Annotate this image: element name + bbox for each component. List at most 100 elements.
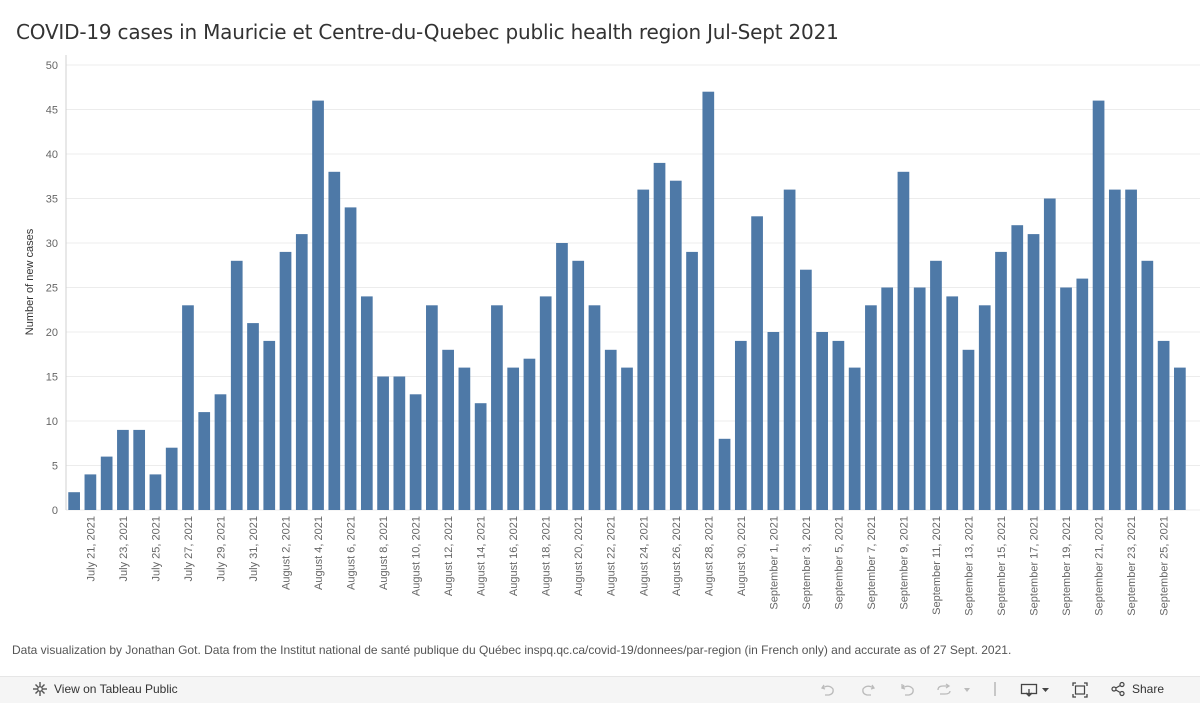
bar[interactable]: August 28, 2021: 47 [702, 91, 715, 510]
bar[interactable]: July 24, 2021: 9 [133, 429, 146, 510]
x-tick-label: August 14, 2021 [476, 516, 488, 596]
bar[interactable]: August 26, 2021: 37 [669, 180, 682, 510]
bar[interactable]: September 17, 2021: 31 [1027, 234, 1040, 510]
bar[interactable]: September 26, 2021: 16 [1174, 367, 1186, 510]
bar[interactable]: July 31, 2021: 21 [247, 323, 259, 510]
redo-icon[interactable] [860, 682, 876, 698]
bar[interactable]: July 30, 2021: 28 [230, 260, 243, 510]
bar[interactable]: August 2, 2021: 29 [279, 251, 292, 510]
x-tick-label: July 21, 2021 [85, 516, 97, 581]
bar[interactable]: September 20, 2021: 26 [1076, 278, 1089, 510]
x-tick-label: September 25, 2021 [1159, 516, 1171, 616]
bar[interactable]: August 31, 2021: 33 [751, 216, 763, 511]
bar[interactable]: September 3, 2021: 27 [800, 269, 812, 510]
bar[interactable]: August 1, 2021: 19 [263, 340, 276, 510]
bar[interactable]: July 26, 2021: 7 [165, 447, 178, 510]
x-tick-label: August 22, 2021 [606, 516, 618, 596]
bar[interactable]: July 28, 2021: 11 [198, 412, 211, 510]
bar[interactable]: August 15, 2021: 23 [491, 305, 503, 510]
share-button[interactable]: Share [1110, 681, 1164, 697]
x-tick-label: September 3, 2021 [801, 516, 813, 610]
bar[interactable]: August 13, 2021: 16 [458, 367, 471, 510]
x-tick-label: August 26, 2021 [671, 516, 683, 596]
bar[interactable]: July 27, 2021: 23 [182, 305, 194, 510]
bar[interactable]: August 8, 2021: 15 [377, 376, 389, 511]
pause-updates-icon[interactable] [936, 682, 972, 698]
bar[interactable]: September 9, 2021: 38 [897, 171, 910, 511]
bar[interactable]: September 10, 2021: 25 [913, 287, 926, 511]
x-tick-label: July 27, 2021 [183, 516, 195, 581]
bar[interactable]: August 25, 2021: 39 [653, 162, 666, 510]
bar[interactable]: August 21, 2021: 23 [588, 305, 601, 510]
bar[interactable]: September 5, 2021: 19 [832, 340, 845, 510]
bar[interactable]: August 14, 2021: 12 [474, 403, 487, 510]
bar[interactable]: September 11, 2021: 28 [930, 260, 942, 510]
tableau-logo-icon [32, 681, 48, 697]
bar[interactable]: August 5, 2021: 38 [328, 171, 341, 511]
bar[interactable]: August 24, 2021: 36 [637, 189, 650, 510]
bar[interactable]: July 25, 2021: 4 [149, 474, 162, 510]
bar[interactable]: August 6, 2021: 34 [344, 207, 357, 510]
bar[interactable]: September 1, 2021: 20 [767, 332, 780, 510]
bar[interactable]: August 17, 2021: 17 [523, 358, 536, 510]
view-on-tableau-public-link[interactable]: View on Tableau Public [32, 681, 178, 697]
bar[interactable]: August 19, 2021: 30 [556, 243, 568, 510]
bar[interactable]: September 19, 2021: 25 [1060, 287, 1072, 511]
bar[interactable]: September 13, 2021: 18 [962, 349, 975, 510]
bar[interactable]: September 4, 2021: 20 [816, 332, 828, 510]
bar[interactable]: August 10, 2021: 13 [409, 394, 422, 510]
x-tick-label: August 10, 2021 [411, 516, 423, 596]
bar[interactable]: September 2, 2021: 36 [783, 189, 796, 510]
download-icon[interactable] [1020, 682, 1052, 698]
y-tick-label: 40 [46, 149, 58, 161]
bar[interactable]: August 18, 2021: 24 [539, 296, 552, 510]
x-tick-label: August 24, 2021 [638, 516, 650, 596]
bar[interactable]: September 24, 2021: 28 [1141, 260, 1154, 510]
x-tick-label: August 16, 2021 [508, 516, 520, 596]
bar[interactable]: August 30, 2021: 19 [734, 340, 747, 510]
bar[interactable]: August 7, 2021: 24 [360, 296, 373, 510]
bar[interactable]: September 7, 2021: 23 [865, 305, 877, 510]
bar[interactable]: August 16, 2021: 16 [507, 367, 520, 510]
bar[interactable]: September 16, 2021: 32 [1011, 225, 1024, 510]
bar[interactable]: August 12, 2021: 18 [442, 349, 454, 510]
x-tick-label: August 8, 2021 [378, 516, 390, 590]
bar[interactable]: August 27, 2021: 29 [686, 251, 698, 510]
bar[interactable]: September 14, 2021: 23 [978, 305, 991, 510]
bar[interactable]: September 15, 2021: 29 [995, 251, 1007, 510]
bar[interactable]: July 20, 2021: 2 [68, 492, 80, 510]
bar[interactable]: August 11, 2021: 23 [426, 305, 438, 510]
y-tick-label: 20 [46, 327, 58, 339]
y-tick-label: 10 [46, 416, 58, 428]
bar[interactable]: September 12, 2021: 24 [946, 296, 959, 510]
x-tick-label: July 23, 2021 [118, 516, 130, 581]
bar[interactable]: September 18, 2021: 35 [1043, 198, 1056, 511]
undo-icon[interactable] [820, 682, 836, 698]
bar[interactable]: August 23, 2021: 16 [621, 367, 633, 510]
revert-icon[interactable] [900, 682, 916, 698]
bar[interactable]: September 6, 2021: 16 [848, 367, 861, 510]
bar[interactable]: September 23, 2021: 36 [1125, 189, 1137, 510]
bar[interactable]: September 21, 2021: 46 [1092, 100, 1105, 510]
x-tick-label: August 30, 2021 [736, 516, 748, 596]
bar[interactable]: August 20, 2021: 28 [572, 260, 585, 510]
bar[interactable]: July 23, 2021: 9 [117, 429, 129, 510]
x-tick-label: August 2, 2021 [281, 516, 293, 590]
bar[interactable]: August 22, 2021: 18 [604, 349, 617, 510]
bar[interactable]: July 22, 2021: 6 [100, 456, 113, 510]
bar[interactable]: August 29, 2021: 8 [718, 438, 731, 510]
bar[interactable]: July 29, 2021: 13 [214, 394, 227, 510]
bar[interactable]: August 3, 2021: 31 [295, 234, 308, 510]
fullscreen-icon[interactable] [1072, 682, 1088, 698]
bar[interactable]: August 4, 2021: 46 [312, 100, 324, 510]
bar[interactable]: August 9, 2021: 15 [393, 376, 406, 511]
bar[interactable]: September 25, 2021: 19 [1157, 340, 1170, 510]
x-tick-label: September 13, 2021 [963, 516, 975, 616]
bar[interactable]: September 22, 2021: 36 [1108, 189, 1121, 510]
bar[interactable]: July 21, 2021: 4 [84, 474, 97, 510]
x-tick-label: August 4, 2021 [313, 516, 325, 590]
x-tick-label: September 19, 2021 [1061, 516, 1073, 616]
bar[interactable]: September 8, 2021: 25 [881, 287, 894, 511]
x-tick-label: September 1, 2021 [768, 516, 780, 610]
